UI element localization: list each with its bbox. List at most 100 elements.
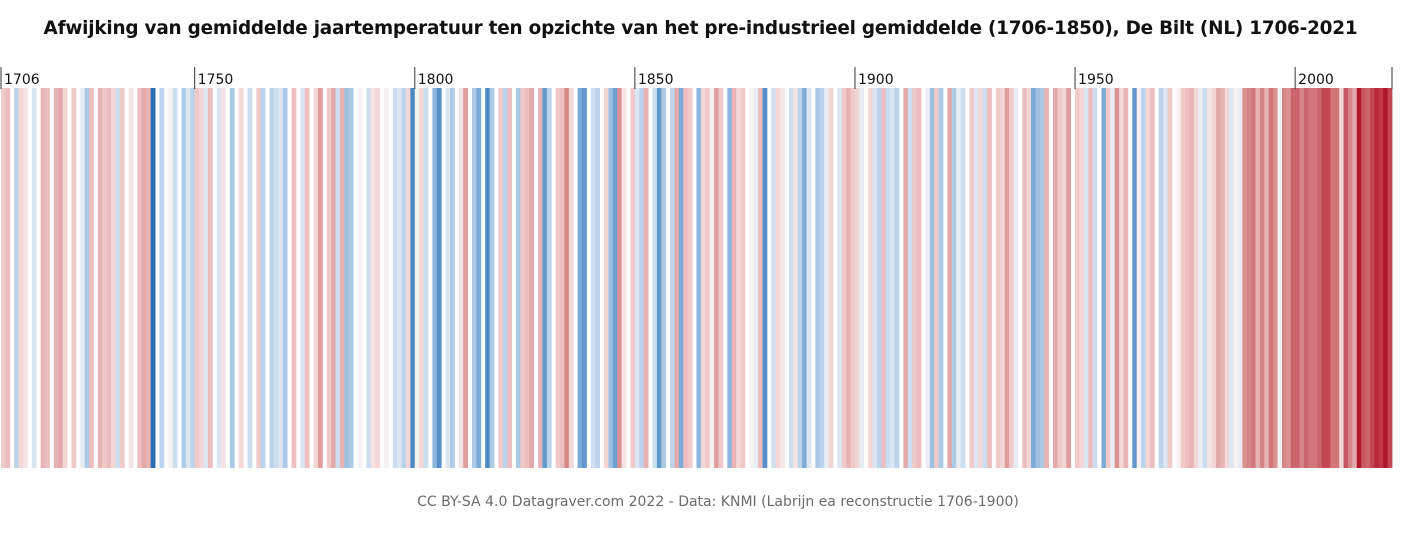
stripe-1737: [137, 88, 143, 468]
stripe-1930: [987, 88, 992, 468]
stripe-2010: [1339, 88, 1344, 468]
stripe-1996: [1277, 88, 1283, 468]
stripe-1997: [1281, 88, 1287, 468]
stripe-1859: [674, 88, 680, 468]
stripe-1781: [331, 88, 336, 468]
stripe-1950: [1075, 88, 1080, 468]
tick-label-1706: 1706: [4, 72, 40, 88]
stripe-1970: [1163, 88, 1168, 468]
stripe-1872: [731, 88, 737, 468]
stripe-1716: [45, 88, 50, 468]
stripe-1752: [203, 88, 209, 468]
stripe-1899: [850, 88, 856, 468]
stripe-1998: [1286, 88, 1292, 468]
stripe-1936: [1013, 88, 1019, 468]
stripe-1797: [401, 88, 407, 468]
stripe-1756: [221, 88, 226, 468]
stripe-1814: [476, 88, 482, 468]
stripe-2009: [1334, 88, 1340, 468]
stripe-1958: [1110, 88, 1116, 468]
stripe-1772: [291, 88, 297, 468]
stripe-1985: [1229, 88, 1234, 468]
stripe-1889: [806, 88, 812, 468]
stripe-2012: [1347, 88, 1353, 468]
stripe-1845: [612, 88, 618, 468]
stripe-1816: [485, 88, 491, 468]
tick-label-1750: 1750: [198, 72, 234, 88]
stripe-1942: [1039, 88, 1045, 468]
stripe-1742: [159, 88, 165, 468]
stripe-1971: [1167, 88, 1173, 468]
stripe-2014: [1356, 88, 1362, 468]
stripe-1993: [1264, 88, 1270, 468]
stripe-1907: [885, 88, 891, 468]
stripe-1817: [489, 88, 495, 468]
stripe-1990: [1251, 88, 1256, 468]
stripe-1888: [802, 88, 807, 468]
stripe-1943: [1044, 88, 1050, 468]
stripe-1758: [229, 88, 235, 468]
stripe-1948: [1066, 88, 1072, 468]
stripe-1710: [18, 88, 24, 468]
stripe-1940: [1031, 88, 1036, 468]
tick-label-1800: 1800: [418, 72, 454, 88]
stripe-1847: [621, 88, 627, 468]
stripe-1765: [260, 88, 266, 468]
stripe-1959: [1114, 88, 1120, 468]
stripe-1747: [181, 88, 187, 468]
tick-label-1900: 1900: [858, 72, 894, 88]
stripe-1981: [1211, 88, 1217, 468]
stripe-1707: [5, 88, 11, 468]
stripe-1987: [1237, 88, 1243, 468]
stripe-1722: [71, 88, 77, 468]
stripe-1782: [335, 88, 341, 468]
source-credit: CC BY-SA 4.0 Datagraver.com 2022 - Data:…: [417, 494, 1019, 510]
stripe-1840: [590, 88, 596, 468]
stripe-1966: [1145, 88, 1151, 468]
stripe-1755: [216, 88, 222, 468]
stripe-1929: [982, 88, 988, 468]
stripe-1725: [84, 88, 90, 468]
stripe-1877: [753, 88, 759, 468]
stripe-1731: [111, 88, 116, 468]
stripe-1988: [1242, 88, 1248, 468]
stripe-1777: [313, 88, 319, 468]
stripe-1934: [1004, 88, 1010, 468]
stripe-1826: [529, 88, 535, 468]
stripe-1830: [546, 88, 552, 468]
stripe-1961: [1123, 88, 1129, 468]
stripe-1892: [819, 88, 825, 468]
stripe-1709: [14, 88, 20, 468]
stripe-1901: [859, 88, 865, 468]
stripe-1808: [449, 88, 455, 468]
stripe-1838: [582, 88, 587, 468]
stripe-1706: [1, 88, 6, 468]
stripe-1974: [1180, 88, 1186, 468]
stripe-1977: [1193, 88, 1199, 468]
stripe-2002: [1303, 88, 1309, 468]
stripe-1854: [652, 88, 658, 468]
stripe-1911: [903, 88, 909, 468]
stripe-1749: [190, 88, 196, 468]
stripe-1768: [273, 88, 279, 468]
stripe-2001: [1299, 88, 1305, 468]
stripe-1832: [555, 88, 561, 468]
stripe-1733: [119, 88, 125, 468]
stripe-1810: [458, 88, 464, 468]
stripe-1865: [700, 88, 706, 468]
stripe-1967: [1149, 88, 1155, 468]
stripe-2004: [1312, 88, 1318, 468]
stripe-1829: [542, 88, 548, 468]
stripe-1774: [300, 88, 306, 468]
stripe-2011: [1343, 88, 1349, 468]
stripe-1932: [995, 88, 1001, 468]
stripe-1843: [604, 88, 609, 468]
stripe-1813: [472, 88, 477, 468]
stripes-layer: [1, 88, 1393, 468]
stripe-1904: [872, 88, 878, 468]
stripe-1946: [1057, 88, 1063, 468]
stripe-1879: [762, 88, 768, 468]
stripe-1963: [1132, 88, 1138, 468]
stripe-1821: [507, 88, 513, 468]
stripe-1926: [969, 88, 975, 468]
